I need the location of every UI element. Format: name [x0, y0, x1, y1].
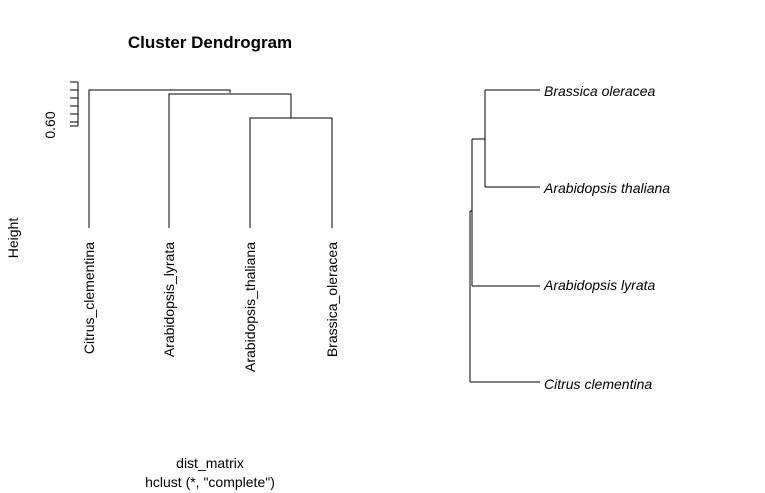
tip-label: Citrus clementina: [544, 376, 652, 392]
y-tick-label: 0.60: [42, 111, 58, 138]
tip-label: Arabidopsis thaliana: [543, 180, 670, 196]
x-axis-label: dist_matrix: [176, 455, 244, 471]
phylogram: Brassica oleracea Arabidopsis thaliana A…: [469, 83, 670, 392]
y-axis: 0.60 Height: [5, 81, 79, 259]
y-axis-label: Height: [5, 218, 21, 259]
leaf-label: Citrus_clementina: [81, 242, 97, 354]
dendrogram-branch-low: [249, 117, 333, 228]
leaf-label: Brassica_oleracea: [324, 242, 340, 357]
cluster-dendrogram: Cluster Dendrogram 0.60 Height Citrus_cl…: [5, 33, 340, 490]
tip-label: Arabidopsis lyrata: [543, 277, 655, 293]
method-subtitle: hclust (*, "complete"): [145, 474, 275, 490]
tip-label: Brassica oleracea: [544, 83, 655, 99]
dendrogram-branch-root: [88, 89, 231, 228]
dendrogram-branch-mid: [168, 93, 292, 228]
leaf-label: Arabidopsis_thaliana: [242, 242, 258, 372]
dendrogram-branches: [88, 89, 333, 228]
leaf-label: Arabidopsis_lyrata: [161, 242, 177, 357]
leaf-labels: Citrus_clementina Arabidopsis_lyrata Ara…: [81, 242, 340, 372]
dendrogram-title: Cluster Dendrogram: [128, 33, 292, 52]
